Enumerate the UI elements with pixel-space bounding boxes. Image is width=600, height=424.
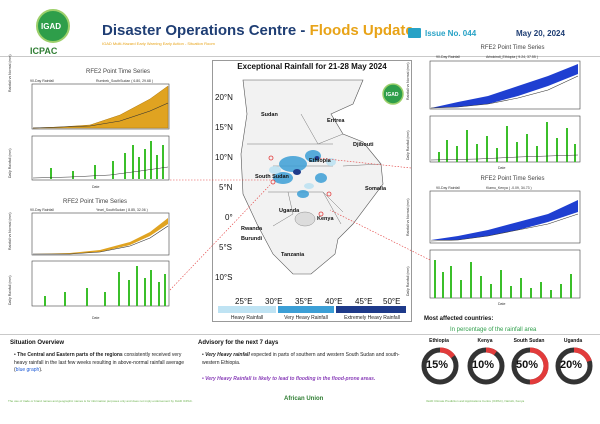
map-igad-logo xyxy=(382,83,404,105)
legend-swatch-heavy xyxy=(218,306,276,313)
country-sudan: Sudan xyxy=(261,112,278,118)
panel-kenya-right-label: Kiamu_Kenya ( -0.09, 34.73 ) xyxy=(486,186,532,190)
lon-label-0: 25°E xyxy=(235,297,252,306)
lat-label-1: 15°N xyxy=(215,123,233,132)
country-south-sudan: South Sudan xyxy=(255,174,290,180)
icpac-label: ICPAC xyxy=(30,46,58,56)
panel-kenya-left-label: 90-Day Rainfall xyxy=(436,186,460,190)
panel-ss-top-xlabel: Date xyxy=(92,185,100,189)
panel-eth-xlabel: Date xyxy=(498,166,506,170)
lat-label-0: 20°N xyxy=(215,93,233,102)
lon-label-4: 45°E xyxy=(355,297,372,306)
legend-swatch-extreme xyxy=(336,306,406,313)
panel-ss-top-heading: RFE2 Point Time Series xyxy=(85,69,151,75)
affected-donut-3 xyxy=(555,347,593,385)
lat-label-5: 5°S xyxy=(219,243,232,252)
legend-label-heavy: Heavy Rainfall xyxy=(230,315,264,321)
panel-eth-heading: RFE2 Point Time Series xyxy=(480,45,545,51)
country-djibouti: Djibouti xyxy=(353,142,374,148)
lon-label-1: 30°E xyxy=(265,297,282,306)
affected-country-1: Kenya xyxy=(477,338,493,344)
lon-label-5: 50°E xyxy=(383,297,400,306)
panel-ss-bottom-xlabel: Date xyxy=(92,316,100,320)
issue-number: Issue No. 044 xyxy=(425,29,477,38)
lat-label-4: 0° xyxy=(225,213,233,222)
country-somalia: Somalia xyxy=(365,186,387,192)
panel-ss-bottom-right-label: Yeari_SouthSudan ( 8.85, 32.06 ) xyxy=(96,208,148,212)
affected-heading: Most affected countries: xyxy=(424,316,494,322)
panel-eth-chart xyxy=(429,60,581,163)
footer-left: The use of trade or brand names and geog… xyxy=(8,399,193,403)
panel-kenya-chart xyxy=(429,190,581,299)
affected-donut-1 xyxy=(467,347,505,385)
issue-icon xyxy=(408,28,421,38)
panel-ss-bottom-chart xyxy=(31,212,170,307)
affected-donut-fill-2 xyxy=(511,347,549,385)
advisory-item-2: • Very Heavy Rainfall is likely to lead … xyxy=(202,376,376,382)
legend-swatch-very-heavy xyxy=(278,306,334,313)
panel-ss-top-right-label: Rumbek_SouthSudan ( 6.80, 29.68 ) xyxy=(96,79,154,83)
affected-pct-1: 10% xyxy=(472,359,495,371)
map-logo-text: IGAD xyxy=(386,92,399,98)
panel-eth-left-label: 90-Day Rainfall xyxy=(436,55,460,59)
panel-kenya-heading: RFE2 Point Time Series xyxy=(480,176,545,182)
country-uganda: Uganda xyxy=(279,208,300,214)
issue-date: May 20, 2024 xyxy=(516,29,565,38)
situation-text: • The Central and Eastern parts of the r… xyxy=(14,352,185,373)
country-rwanda: Rwanda xyxy=(241,226,263,232)
affected-donut-fill-3 xyxy=(555,347,593,385)
lon-label-3: 40°E xyxy=(325,297,342,306)
blue-graph-link[interactable]: blue graph xyxy=(15,367,40,373)
lon-label-2: 35°E xyxy=(295,297,312,306)
panel-ss-bottom-heading: RFE2 Point Time Series xyxy=(62,199,128,205)
affected-pct-2: 50% xyxy=(516,359,539,371)
footer-au-logo: African Union xyxy=(284,396,324,402)
country-tanzania: Tanzania xyxy=(281,252,305,258)
lat-label-2: 10°N xyxy=(215,153,233,162)
header-divider xyxy=(0,56,600,57)
affected-subheading: In percentage of the rainfall area xyxy=(450,327,537,333)
affected-country-3: Uganda xyxy=(563,338,583,344)
page-subtitle: IGAD Multi-Hazard Early Warning Early Ac… xyxy=(102,41,215,46)
igad-logo: IGAD xyxy=(36,9,70,43)
panel-ss-top-left-label: 90-Day Rainfall xyxy=(30,79,54,83)
affected-donut-fill-1 xyxy=(467,347,505,385)
affected-donut-0 xyxy=(421,347,459,385)
country-eritrea: Eritrea xyxy=(327,118,345,124)
country-kenya: Kenya xyxy=(317,216,334,222)
legend-label-very-heavy: Very Heavy Rainfall xyxy=(284,315,328,321)
map-title: Exceptional Rainfall for 21-28 May 2024 xyxy=(237,62,387,71)
country-burundi: Burundi xyxy=(241,236,263,242)
footer-right: IGAD Climate Prediction and Applications… xyxy=(426,399,525,403)
section-divider xyxy=(0,334,600,335)
page-title: Disaster Operations Centre - Floods Upda… xyxy=(102,22,414,39)
panel-kenya-xlabel: Date xyxy=(498,302,506,306)
advisory-item-1: • Very Heavy rainfall expected in parts … xyxy=(202,352,400,366)
country-ethiopia: Ethiopia xyxy=(309,158,332,164)
panel-ss-bottom-left-label: 90-Day Rainfall xyxy=(30,208,54,212)
panel-eth-right-label: Arbokindi_Ethiopia ( 9.24, 37.55 ) xyxy=(486,55,538,59)
affected-country-2: South Sudan xyxy=(513,338,545,344)
affected-donut-2 xyxy=(511,347,549,385)
affected-pct-0: 15% xyxy=(426,359,449,371)
legend-label-extreme: Extremely Heavy Rainfall xyxy=(344,315,400,321)
lat-label-3: 5°N xyxy=(219,183,233,192)
affected-donut-fill-0 xyxy=(421,347,459,385)
advisory-heading: Advisory for the next 7 days xyxy=(198,340,279,346)
rainfall-map: 20°N 15°N 10°N 5°N 0° 5°S 10°S 25°E 30°E… xyxy=(215,79,404,306)
situation-heading: Situation Overview xyxy=(10,340,65,346)
lat-label-6: 10°S xyxy=(215,273,232,282)
affected-country-0: Ethiopia xyxy=(429,338,449,344)
affected-pct-3: 20% xyxy=(560,359,583,371)
panel-ss-top-chart xyxy=(31,83,170,181)
